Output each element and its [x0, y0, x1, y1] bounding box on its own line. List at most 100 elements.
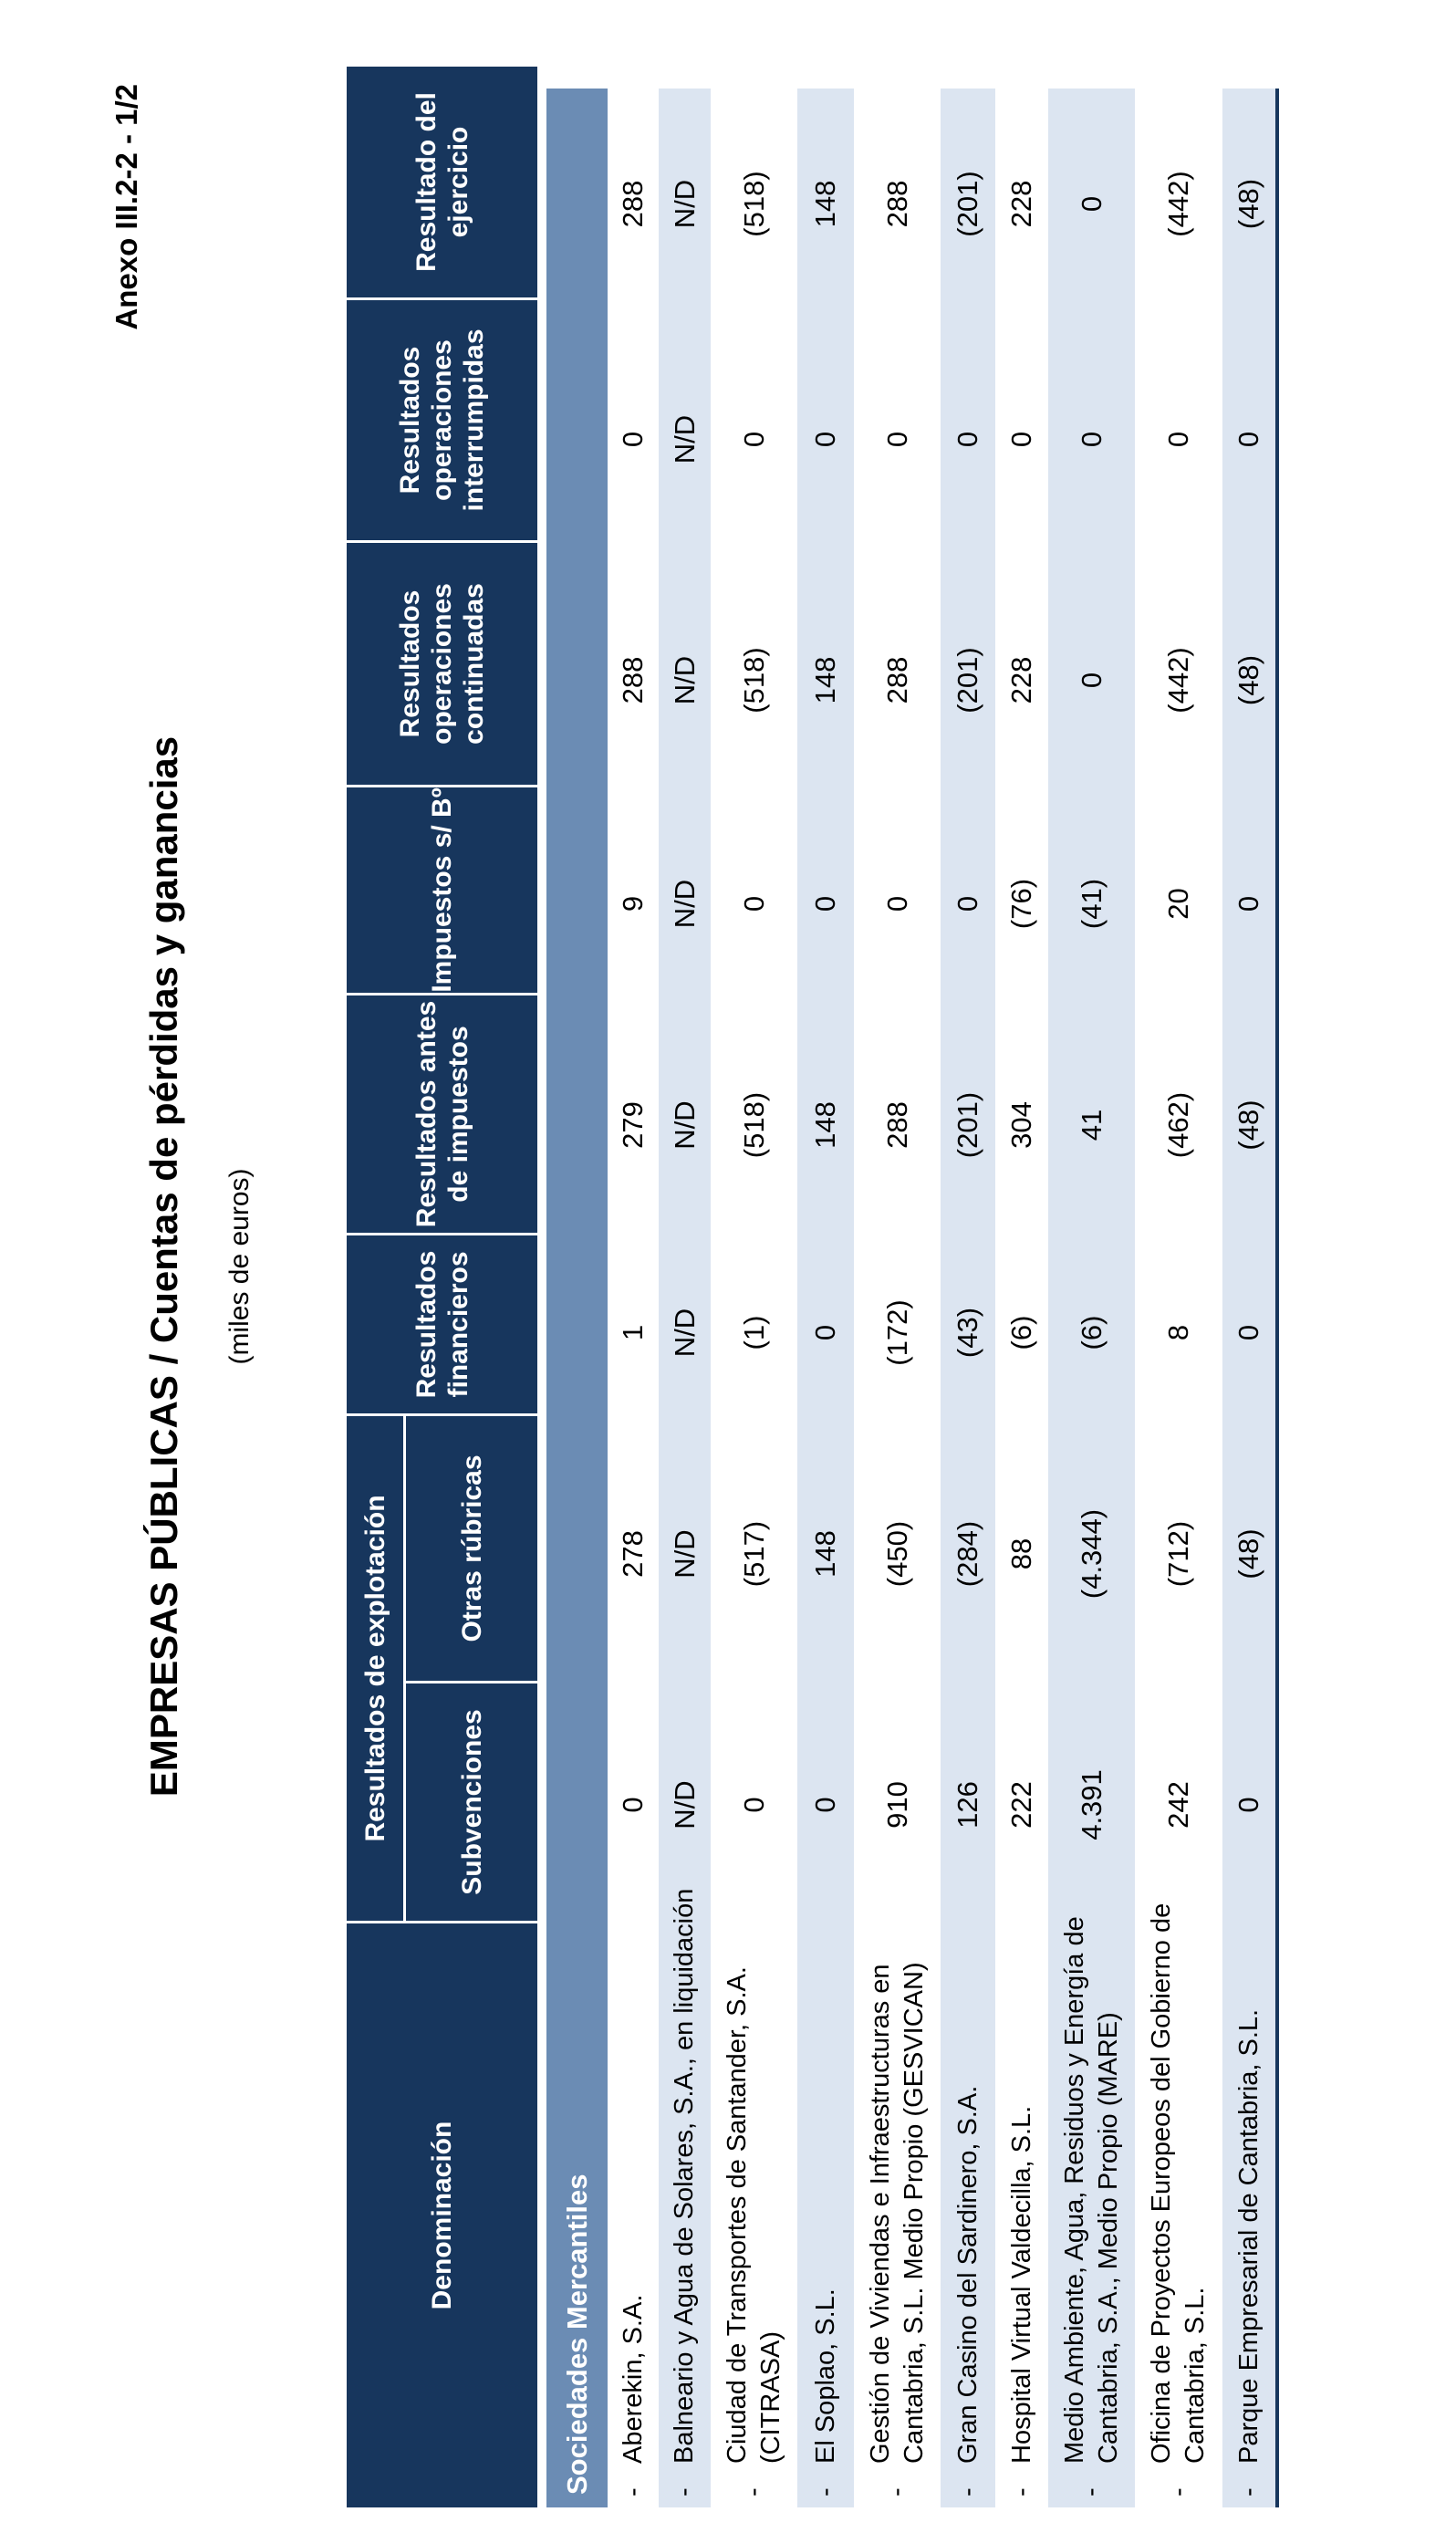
dash-marker: - — [952, 2487, 983, 2497]
company-name-cell: - Parque Empresarial de Cantabria, S.L. — [1222, 1923, 1275, 2507]
value-cell: 0 — [1232, 895, 1264, 912]
value-cell: 41 — [1075, 1109, 1108, 1141]
value-cell: (6) — [1005, 1315, 1037, 1350]
dash-marker: - — [1163, 2487, 1193, 2497]
value-cell: 148 — [809, 180, 841, 228]
company-name-cell: - Oficina de Proyectos Europeos del Gobi… — [1147, 1902, 1210, 2497]
value-cell: (48) — [1232, 1528, 1264, 1579]
value-cell: 288 — [880, 1101, 913, 1149]
value-cell: 9 — [617, 895, 649, 912]
value-cell: 0 — [1232, 431, 1264, 448]
table-row: - Ciudad de Transportes de Santander, S.… — [711, 89, 797, 2507]
value-cell: 910 — [880, 1781, 913, 1829]
value-cell: 0 — [1075, 672, 1108, 689]
dash-marker: - — [1233, 2487, 1264, 2497]
units-subtitle: (miles de euros) — [224, 1168, 255, 1365]
value-cell: N/D — [668, 1100, 701, 1150]
value-cell: 126 — [952, 1781, 983, 1829]
value-cell: 242 — [1162, 1781, 1194, 1829]
value-cell: 0 — [1162, 431, 1194, 448]
company-name-cell: - Hospital Virtual Valdecilla, S.L. — [995, 1923, 1048, 2507]
profit-loss-table: Denominación Resultados de explotación S… — [347, 67, 1279, 2507]
value-cell: 0 — [737, 895, 770, 912]
value-cell: 288 — [880, 180, 913, 228]
value-cell: 288 — [880, 656, 913, 704]
table-row: - Aberekin, S.A. 0 278 1 279 9 288 0 288 — [608, 89, 659, 2507]
dash-marker: - — [618, 2487, 648, 2497]
value-cell: (517) — [737, 1520, 770, 1588]
value-cell: 0 — [1075, 431, 1108, 448]
value-cell: (48) — [1232, 178, 1264, 230]
dash-marker: - — [882, 2487, 911, 2497]
value-cell: 0 — [809, 895, 841, 912]
value-cell: 0 — [809, 1324, 841, 1341]
annex-label: Anexo III.2-2 - 1/2 — [109, 84, 143, 330]
value-cell: 8 — [1162, 1324, 1194, 1341]
table-row: - Parque Empresarial de Cantabria, S.L. … — [1222, 89, 1275, 2507]
value-cell: (76) — [1005, 878, 1037, 930]
value-cell: 222 — [1005, 1781, 1037, 1829]
table-row: - Medio Ambiente, Agua, Residuos y Energ… — [1048, 89, 1135, 2507]
value-cell: (518) — [737, 647, 770, 714]
value-cell: 288 — [617, 656, 649, 704]
table-row: - Hospital Virtual Valdecilla, S.L. 222 … — [995, 89, 1048, 2507]
value-cell: 0 — [617, 1797, 649, 1813]
value-cell: 288 — [617, 180, 649, 228]
company-name-cell: - Gestión de Viviendas e Infraestructura… — [865, 1962, 929, 2497]
table-row: - Oficina de Proyectos Europeos del Gobi… — [1135, 89, 1222, 2507]
value-cell: (6) — [1075, 1315, 1108, 1350]
value-cell: N/D — [668, 655, 701, 705]
value-cell: (172) — [880, 1299, 913, 1366]
value-cell: 0 — [809, 1797, 841, 1813]
table-bottom-border — [1275, 89, 1279, 2507]
header-operaciones-continuadas: Resultados operaciones continuadas — [347, 543, 537, 785]
value-cell: 0 — [880, 895, 913, 912]
value-cell: 0 — [1232, 1324, 1264, 1341]
value-cell: (48) — [1232, 654, 1264, 706]
value-cell: 4.391 — [1075, 1769, 1108, 1840]
value-cell: (518) — [737, 171, 770, 237]
dash-marker: - — [1076, 2487, 1106, 2497]
value-cell: (450) — [880, 1520, 913, 1588]
value-cell: 88 — [1005, 1538, 1037, 1570]
header-subvenciones: Subvenciones — [406, 1683, 537, 1921]
table-row: - Gran Casino del Sardinero, S.A. 126 (2… — [941, 89, 995, 2507]
value-cell: 0 — [1005, 431, 1037, 448]
header-resultados-antes-impuestos: Resultados antes de impuestos — [347, 995, 537, 1233]
dash-marker: - — [1006, 2487, 1036, 2497]
table-header: Denominación Resultados de explotación S… — [347, 67, 537, 2507]
company-name-cell: - Balneario y Agua de Solares, S.A., en … — [659, 1889, 711, 2507]
value-cell: (48) — [1232, 1100, 1264, 1151]
value-cell: 148 — [809, 1101, 841, 1149]
value-cell: N/D — [668, 879, 701, 929]
page-title: EMPRESAS PÚBLICAS / Cuentas de pérdidas … — [142, 735, 185, 1798]
value-cell: (284) — [952, 1520, 983, 1588]
value-cell: (43) — [952, 1307, 983, 1359]
value-cell: N/D — [668, 414, 701, 464]
dash-marker: - — [810, 2487, 840, 2497]
company-name-cell: - Medio Ambiente, Agua, Residuos y Energ… — [1059, 1916, 1123, 2497]
value-cell: 278 — [617, 1530, 649, 1578]
value-cell: 228 — [1005, 656, 1037, 704]
value-cell: (201) — [952, 647, 983, 714]
value-cell: 20 — [1162, 888, 1194, 920]
value-cell: 304 — [1005, 1101, 1037, 1149]
value-cell: 0 — [880, 431, 913, 448]
header-impuestos: Impuestos s/ Bº — [347, 787, 537, 993]
header-denominacion: Denominación — [347, 1923, 537, 2507]
value-cell: N/D — [668, 1780, 701, 1829]
value-cell: (442) — [1162, 647, 1194, 714]
table-row: - El Soplao, S.L. 0 148 0 148 0 148 0 14… — [797, 89, 854, 2507]
value-cell: 148 — [809, 1530, 841, 1578]
value-cell: 228 — [1005, 180, 1037, 228]
company-name-cell: - Ciudad de Transportes de Santander, S.… — [722, 1966, 785, 2497]
header-otras-rubricas: Otras rúbricas — [406, 1416, 537, 1681]
value-cell: 0 — [952, 431, 983, 448]
value-cell: (518) — [737, 1091, 770, 1159]
value-cell: N/D — [668, 179, 701, 229]
table-row: - Gestión de Viviendas e Infraestructura… — [854, 89, 941, 2507]
company-name-cell: - Aberekin, S.A. — [608, 1923, 659, 2507]
value-cell: 0 — [1075, 195, 1108, 213]
value-cell: (4.344) — [1075, 1508, 1108, 1600]
